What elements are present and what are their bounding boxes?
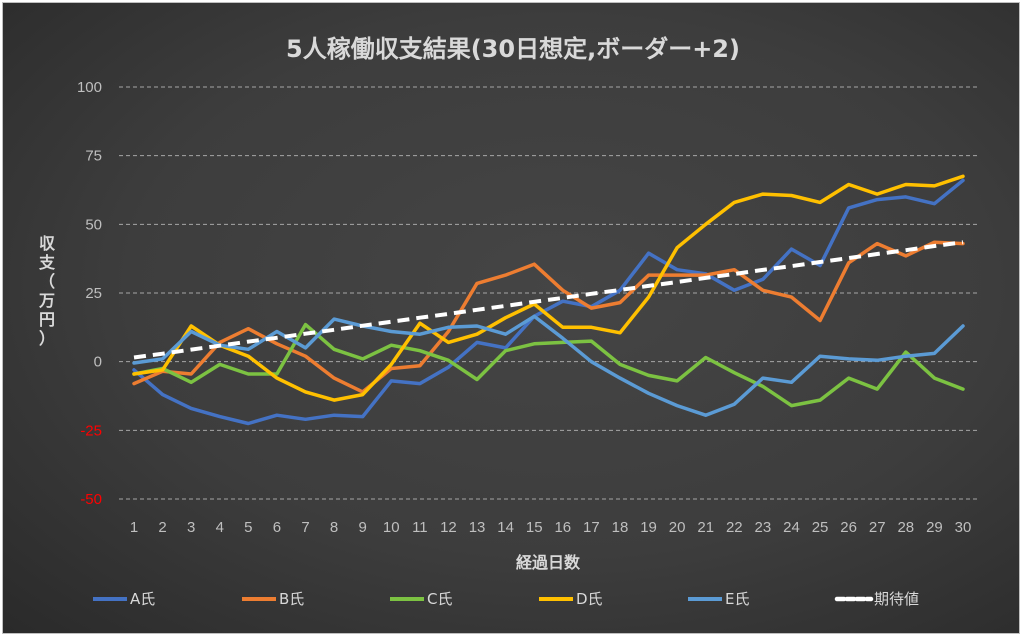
- x-tick-label: 2: [158, 519, 166, 536]
- x-tick-label: 6: [273, 519, 281, 536]
- legend-label: C氏: [427, 590, 452, 608]
- x-axis-ticks: 1 2 3 4 5 6 7 8 9 10 11 12 13 14 15 16 17 18 19 20 21 22 23 24 2…: [130, 519, 972, 536]
- legend: A氏 B氏 C氏 D氏 E氏 期待値: [93, 590, 919, 608]
- chart-title: 5人稼働収支結果(30日想定,ボーダー+2): [286, 35, 740, 63]
- x-tick-label: 29: [926, 519, 943, 536]
- legend-label: D氏: [576, 590, 603, 608]
- series-lines: [132, 174, 965, 426]
- legend-item: C氏: [390, 590, 452, 608]
- x-tick-label: 10: [383, 519, 400, 536]
- x-tick-label: 30: [955, 519, 972, 536]
- y-tick-label: -50: [80, 491, 102, 508]
- series-line-5: [132, 314, 965, 417]
- x-tick-label: 24: [783, 519, 800, 536]
- x-tick-label: 26: [840, 519, 857, 536]
- gridlines: [119, 86, 979, 500]
- line-chart: 5人稼働収支結果(30日想定,ボーダー+2) 1007550250-25-50 …: [38, 35, 979, 608]
- series-line-1: [132, 178, 965, 426]
- x-tick-label: 4: [216, 519, 224, 536]
- legend-label: A氏: [130, 590, 155, 608]
- y-axis-ticks: 100 75 50 25 0 -25 -50: [77, 79, 102, 508]
- x-tick-label: 22: [726, 519, 743, 536]
- y-tick-label: 75: [85, 148, 102, 165]
- x-tick-label: 1: [130, 519, 138, 536]
- x-tick-label: 28: [897, 519, 914, 536]
- x-tick-label: 16: [554, 519, 571, 536]
- x-tick-label: 17: [583, 519, 600, 536]
- series-line-6: [133, 240, 964, 360]
- x-tick-label: 15: [526, 519, 543, 536]
- x-tick-label: 23: [755, 519, 772, 536]
- y-tick-label: 0: [94, 354, 102, 371]
- x-axis-title: 経過日数: [516, 553, 581, 572]
- legend-label: 期待値: [874, 590, 919, 608]
- x-tick-label: 27: [869, 519, 886, 536]
- x-tick-label: 9: [359, 519, 367, 536]
- legend-item: D氏: [539, 590, 603, 608]
- legend-label: B氏: [279, 590, 304, 608]
- x-tick-label: 25: [812, 519, 829, 536]
- legend-item: B氏: [242, 590, 304, 608]
- legend-label: E氏: [725, 590, 749, 608]
- y-tick-label: 100: [77, 79, 102, 96]
- x-tick-label: 3: [187, 519, 195, 536]
- x-tick-label: 8: [330, 519, 338, 536]
- x-tick-label: 19: [640, 519, 657, 536]
- legend-item: A氏: [93, 590, 155, 608]
- x-tick-label: 18: [612, 519, 629, 536]
- y-tick-label: 50: [85, 216, 102, 233]
- series-line-4: [132, 174, 965, 402]
- x-tick-label: 5: [244, 519, 252, 536]
- series-line-2: [132, 240, 965, 394]
- x-tick-label: 20: [669, 519, 686, 536]
- y-tick-label: 25: [85, 285, 102, 302]
- legend-item: E氏: [688, 590, 749, 608]
- y-axis-title: 収支（万円）: [38, 234, 56, 348]
- y-tick-label: -25: [80, 422, 102, 439]
- x-tick-label: 21: [697, 519, 714, 536]
- legend-item: 期待値: [834, 590, 919, 608]
- x-tick-label: 14: [497, 519, 514, 536]
- x-tick-label: 13: [469, 519, 486, 536]
- x-tick-label: 11: [412, 519, 428, 536]
- x-tick-label: 7: [301, 519, 309, 536]
- x-tick-label: 12: [440, 519, 457, 536]
